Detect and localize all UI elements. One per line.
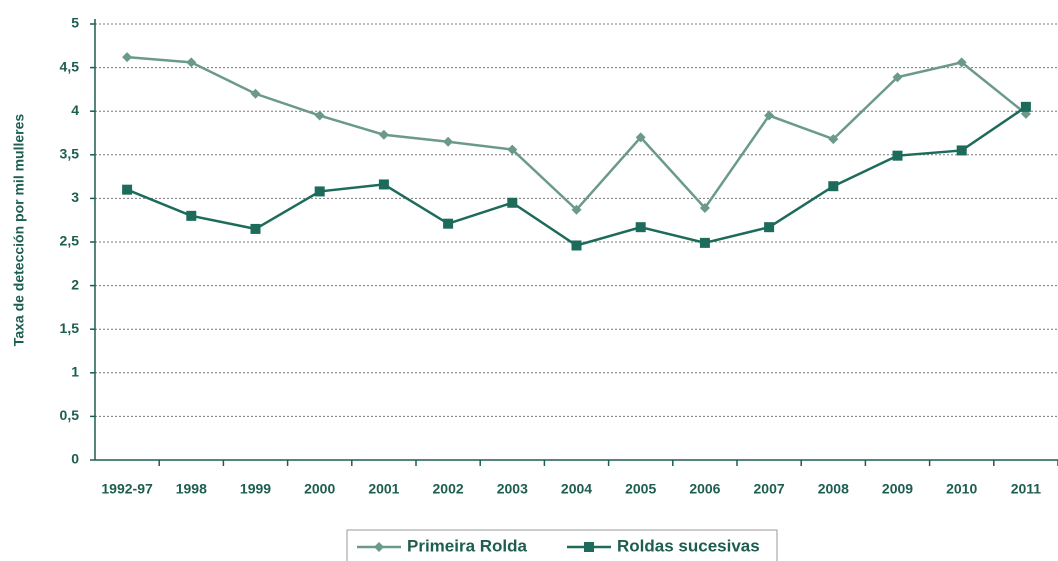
y-tick-label: 1,5 xyxy=(60,320,80,336)
data-point xyxy=(378,129,389,140)
data-point xyxy=(378,179,389,190)
x-tick-label: 2001 xyxy=(368,481,399,497)
data-point xyxy=(314,186,325,197)
x-tick-label: 2011 xyxy=(1011,481,1042,497)
y-tick-label: 5 xyxy=(71,15,79,31)
legend-marker xyxy=(374,542,384,552)
data-point xyxy=(828,134,839,145)
data-point xyxy=(122,184,133,195)
data-point xyxy=(571,240,582,251)
data-point xyxy=(635,222,646,233)
x-tick-label: 1992-97 xyxy=(101,481,153,497)
data-point xyxy=(250,223,261,234)
x-tick-label: 1999 xyxy=(240,481,271,497)
series-line xyxy=(126,105,1027,247)
legend-label: Roldas sucesivas xyxy=(617,536,760,555)
y-tick-label: 2 xyxy=(71,276,79,292)
y-tick-label: 3,5 xyxy=(60,146,80,162)
y-tick-label: 2,5 xyxy=(60,233,80,249)
x-tick-label: 2008 xyxy=(818,481,849,497)
data-point xyxy=(314,110,325,121)
data-point xyxy=(571,204,582,215)
x-tick-label: 2007 xyxy=(754,481,785,497)
data-point xyxy=(892,72,903,83)
x-tick-label: 1998 xyxy=(176,481,207,497)
x-tick-label: 2004 xyxy=(561,481,592,497)
x-tick-label: 2005 xyxy=(625,481,656,497)
data-point xyxy=(250,88,261,99)
legend-marker xyxy=(584,542,594,552)
y-axis-label: Taxa de detección por mil mulleres xyxy=(11,114,27,347)
y-tick-label: 4 xyxy=(71,102,79,118)
legend-label: Primeira Rolda xyxy=(407,536,528,555)
y-tick-label: 4,5 xyxy=(60,58,80,74)
data-point xyxy=(828,181,839,192)
data-point xyxy=(186,210,197,221)
x-tick-label: 2000 xyxy=(304,481,335,497)
data-point xyxy=(443,136,454,147)
x-tick-label: 2003 xyxy=(497,481,528,497)
data-point xyxy=(956,57,967,68)
data-point xyxy=(507,144,518,155)
x-tick-label: 2010 xyxy=(946,481,977,497)
data-point xyxy=(186,57,197,68)
series-line xyxy=(126,55,1027,212)
y-tick-label: 0 xyxy=(71,451,79,467)
data-point xyxy=(443,218,454,229)
y-tick-label: 3 xyxy=(71,189,79,205)
data-point xyxy=(764,110,775,121)
x-tick-label: 2009 xyxy=(882,481,913,497)
legend-box xyxy=(346,529,778,561)
data-point xyxy=(892,150,903,161)
y-tick-label: 0,5 xyxy=(60,407,80,423)
y-tick-label: 1 xyxy=(71,364,79,380)
data-point xyxy=(122,52,133,63)
data-point xyxy=(699,202,710,213)
x-tick-label: 2002 xyxy=(433,481,464,497)
data-point xyxy=(764,222,775,233)
data-point xyxy=(956,145,967,156)
data-point xyxy=(507,197,518,208)
data-point xyxy=(635,132,646,143)
x-tick-label: 2006 xyxy=(689,481,720,497)
data-point xyxy=(1020,101,1031,112)
data-point xyxy=(699,237,710,248)
